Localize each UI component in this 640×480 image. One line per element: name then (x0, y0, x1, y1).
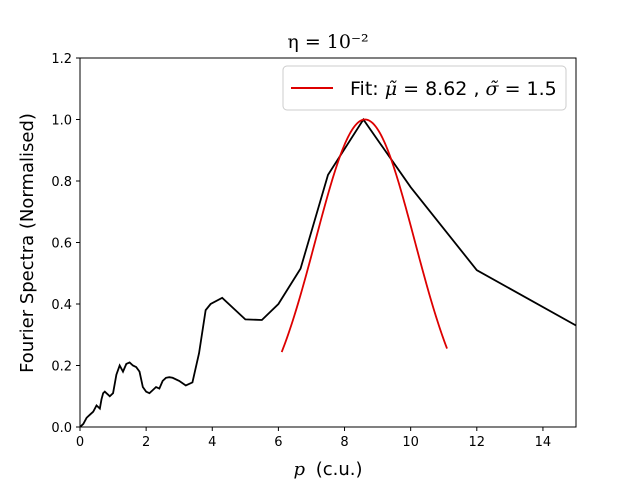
y-tick-label: 0.2 (51, 360, 72, 375)
x-tick-label: 6 (274, 435, 282, 450)
legend-prefix: Fit: (350, 78, 385, 100)
y-tick-label: 0.6 (51, 237, 72, 252)
y-axis-ticks: 0.0 0.2 0.4 0.6 0.8 1.0 1.2 (51, 52, 80, 436)
y-tick-label: 1.2 (51, 52, 72, 67)
x-tick-label: 14 (535, 435, 552, 450)
legend-label-fit: Fit: μ̃ = 8.62 , σ̃ = 1.5 (350, 78, 557, 100)
x-axis-label-variable: p (293, 459, 305, 480)
legend-equals-2: = (505, 78, 527, 100)
series-layer (80, 117, 576, 427)
series-line-fit (280, 118, 448, 353)
x-tick-label: 2 (142, 435, 150, 450)
legend-equals-1: = (403, 78, 425, 100)
y-tick-label: 1.0 (51, 114, 72, 129)
legend-box (282, 65, 567, 111)
legend-sigma-symbol: σ̃ (486, 78, 500, 100)
x-tick-label: 10 (402, 435, 419, 450)
y-tick-label: 0.4 (51, 298, 72, 313)
x-tick-label: 8 (340, 435, 348, 450)
legend-comma: , (473, 78, 485, 100)
plot-frame (79, 57, 577, 428)
series-line-data (80, 117, 576, 427)
y-tick-label: 0.8 (51, 175, 72, 190)
x-tick-label: 12 (469, 435, 486, 450)
y-axis-label: Fourier Spectra (Normalised) (17, 113, 38, 373)
y-tick-label: 0.0 (51, 421, 72, 436)
legend-sigma-value: 1.5 (527, 78, 557, 100)
x-axis-label: p (c.u.) (293, 459, 362, 480)
x-axis-label-unit: (c.u.) (316, 459, 363, 480)
x-tick-label: 4 (208, 435, 216, 450)
chart-title: η = 10⁻² (287, 31, 368, 53)
x-tick-label: 0 (76, 435, 84, 450)
legend: Fit: μ̃ = 8.62 , σ̃ = 1.5 (282, 65, 567, 111)
x-axis-ticks: 0 2 4 6 8 10 12 14 (76, 427, 551, 450)
legend-mu-value: 8.62 (425, 78, 467, 100)
legend-mu-symbol: μ̃ (385, 78, 397, 100)
